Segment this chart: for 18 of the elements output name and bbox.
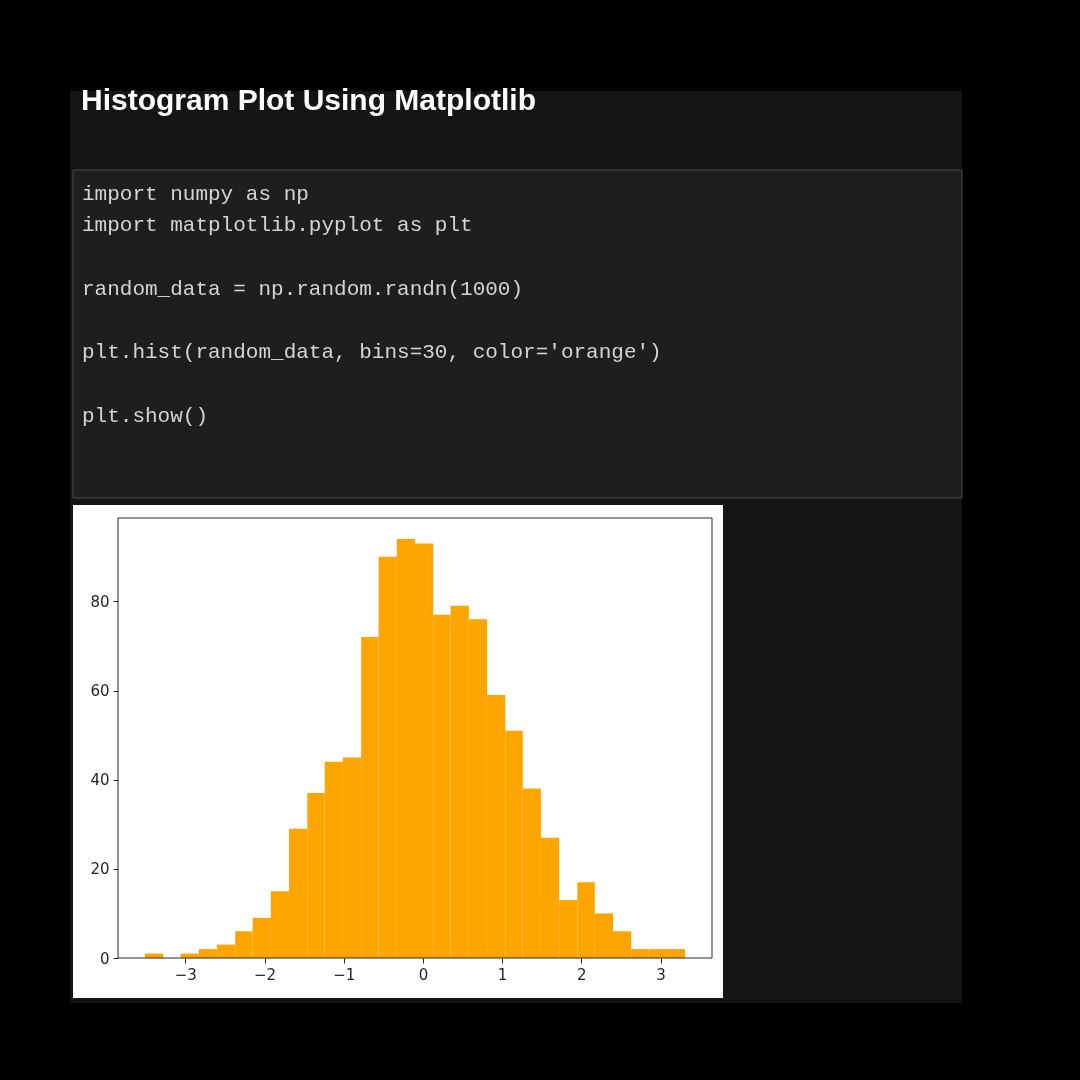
chart-title: Histogram Plot Using Matplotlib — [81, 83, 536, 116]
y-tick-label: 0 — [99, 949, 110, 968]
y-tick-label: 60 — [90, 682, 110, 701]
y-tick-label: 40 — [90, 771, 110, 790]
x-tick-label: −3 — [174, 965, 197, 984]
text: random_data = np.random.randn(1000) — [82, 278, 524, 301]
x-tick-label: 1 — [497, 965, 508, 984]
x-tick-label: −1 — [333, 965, 356, 984]
x-tick-label: 3 — [656, 965, 666, 984]
y-tick-label: 20 — [90, 860, 110, 879]
text: import matplotlib.pyplot as plt — [82, 214, 473, 237]
text: plt.show() — [82, 405, 209, 428]
text: import numpy as np — [82, 183, 309, 206]
x-tick-label: 0 — [418, 965, 429, 984]
y-tick-label: 80 — [90, 592, 110, 611]
x-tick-label: 2 — [577, 965, 587, 984]
x-tick-label: −2 — [253, 965, 277, 984]
text: plt.hist(random_data, bins=30, color='orange') — [82, 341, 662, 364]
